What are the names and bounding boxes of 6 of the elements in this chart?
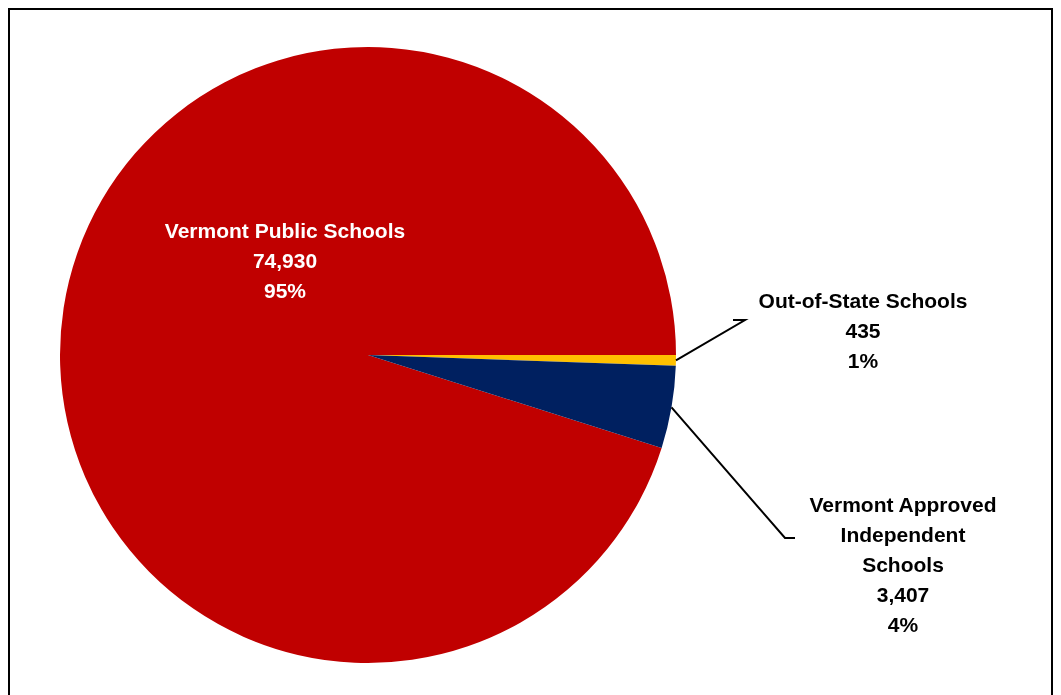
slice-label: Out-of-State Schools [758, 289, 968, 313]
data-label: 435 1% [845, 319, 881, 373]
data-label: 74,930 95% [252, 249, 318, 303]
data-label: 3,407 4% [876, 583, 930, 637]
slice-label: Vermont Approved Independent Schools [809, 493, 997, 577]
slice-label: Vermont Public Schools [164, 219, 406, 243]
